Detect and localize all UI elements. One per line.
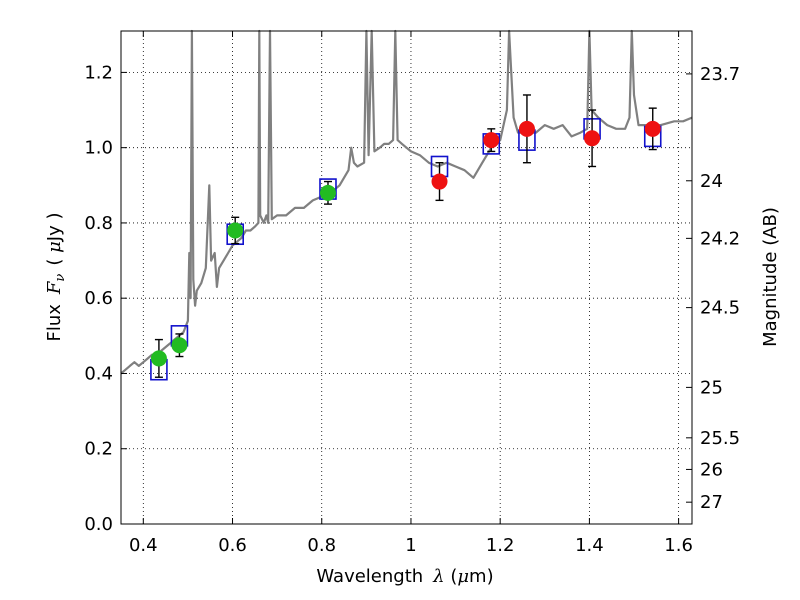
nir-point [644, 120, 661, 137]
magnitude-tick-label: 27 [700, 492, 723, 513]
y-tick-label: 0.2 [84, 439, 113, 460]
model-photometry-layer [150, 118, 662, 381]
x-tick-label: 1.6 [664, 535, 693, 556]
nir-point [431, 173, 448, 190]
magnitude-tick-label: 24.2 [700, 228, 740, 249]
y-tick-label: 0.4 [84, 363, 113, 384]
magnitude-axis-label: Magnitude (AB) [760, 207, 781, 347]
magnitude-tick-label: 25 [700, 377, 723, 398]
magnitude-tick-label: 25.5 [700, 428, 740, 449]
x-axis-unit-rest: m) [469, 566, 494, 587]
y-tick-label: 0.6 [84, 288, 113, 309]
x-tick-label: 0.6 [218, 535, 247, 556]
axis-ticks: 0.4 0.6 0.8 1 1.2 1.4 1.6 0.0 0.2 0.4 0.6 0.8 1.0 1.2… [84, 31, 740, 556]
optical-point [227, 222, 244, 239]
y-axis-symbol-sub: ν [53, 274, 68, 282]
optical-point [150, 350, 167, 367]
y-axis-label: Flux Fν ( μJy ) [44, 213, 68, 342]
nir-point [518, 120, 535, 137]
magnitude-tick-label: 26 [700, 459, 723, 480]
x-axis-label: Wavelength λ (μm) [316, 566, 493, 587]
y-tick-label: 1.2 [84, 62, 113, 83]
x-axis-unit-open: ( [445, 566, 458, 587]
x-tick-label: 0.4 [129, 535, 158, 556]
optical-point [319, 184, 336, 201]
magnitude-tick-label: 23.7 [700, 64, 740, 85]
y-axis-unit-open: ( [44, 253, 65, 266]
grid [121, 31, 692, 525]
y-axis-unit-rest: Jy ) [44, 213, 65, 243]
nir-point [483, 132, 500, 149]
x-tick-label: 1.4 [575, 535, 604, 556]
y-tick-label: 0.8 [84, 213, 113, 234]
model-spectrum-layer [120, 29, 693, 375]
plot-frame [120, 30, 693, 525]
y-tick-label: 1.0 [84, 138, 113, 159]
nir-point [584, 130, 601, 147]
optical-point [171, 337, 188, 354]
y-axis-symbol: F [44, 280, 65, 295]
x-axis-label-text: Wavelength [316, 566, 423, 587]
magnitude-tick-label: 24 [700, 171, 723, 192]
x-tick-label: 1.2 [486, 535, 515, 556]
observed-points-layer [150, 120, 661, 367]
magnitude-tick-label: 24.5 [700, 298, 740, 319]
model-spectrum-line [120, 29, 693, 375]
x-tick-label: 1 [405, 535, 416, 556]
y-axis-unit-mu: μ [44, 241, 65, 253]
y-axis-label-text: Flux [44, 304, 65, 342]
y-tick-label: 0.0 [84, 514, 113, 535]
x-axis-lambda: λ [432, 566, 444, 587]
x-tick-label: 0.8 [307, 535, 336, 556]
x-axis-unit-mu: μ [457, 566, 469, 587]
